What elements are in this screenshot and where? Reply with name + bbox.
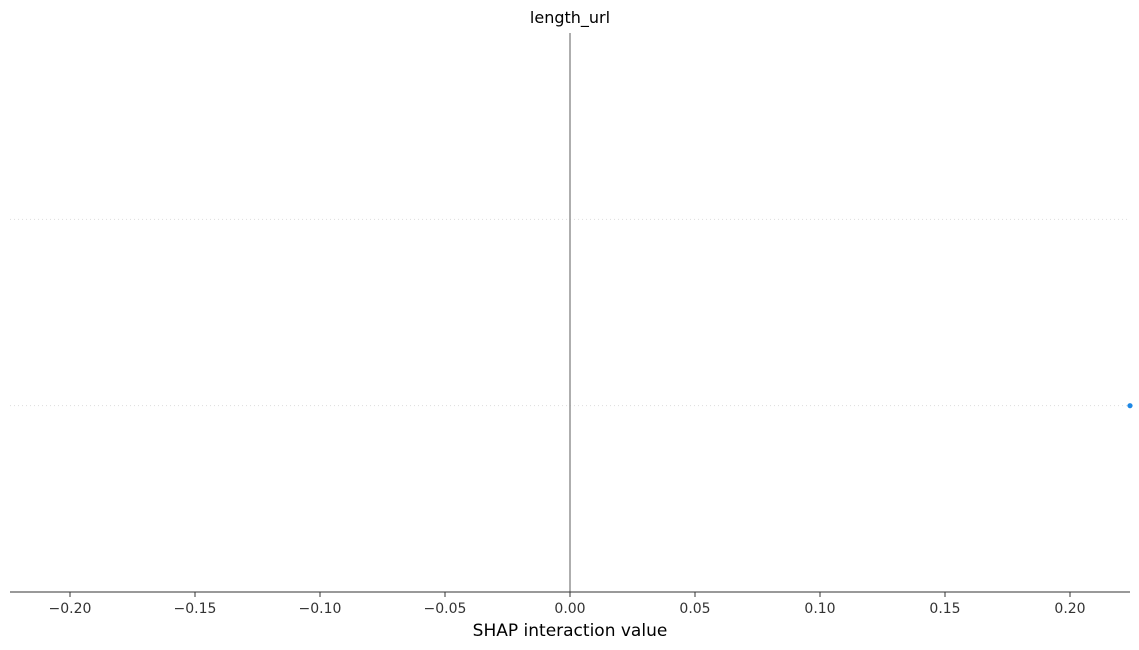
scatter-point bbox=[1127, 403, 1133, 409]
x-tick-label: 0.00 bbox=[554, 601, 585, 617]
x-tick-label: 0.10 bbox=[804, 601, 835, 617]
x-tick-label: 0.15 bbox=[929, 601, 960, 617]
x-tick-label: 0.20 bbox=[1054, 601, 1085, 617]
x-axis-label: SHAP interaction value bbox=[473, 621, 668, 641]
x-tick-label: −0.05 bbox=[424, 601, 467, 617]
scatter-points bbox=[1127, 403, 1133, 409]
x-tick-label: 0.05 bbox=[679, 601, 710, 617]
x-tick-label: −0.20 bbox=[49, 601, 92, 617]
chart-title: length_url bbox=[530, 8, 610, 28]
x-tick-label: −0.10 bbox=[299, 601, 342, 617]
x-tick-label: −0.15 bbox=[174, 601, 217, 617]
x-axis-ticks: −0.20 −0.15 −0.10 −0.05 0.00 0.05 0.10 0.15 0.20 bbox=[49, 592, 1086, 617]
